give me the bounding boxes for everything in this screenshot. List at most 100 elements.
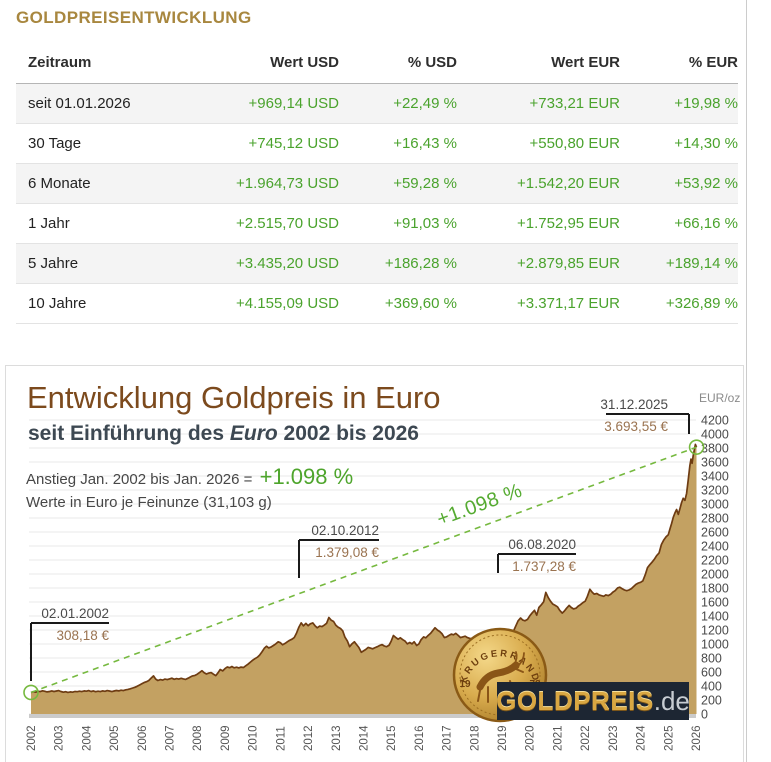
table-cell: +369,60 % — [339, 283, 457, 324]
x-tick-label: 2011 — [275, 726, 287, 751]
table-row: 10 Jahre +4.155,09 USD +369,60 % +3.371,17 … — [16, 283, 738, 324]
y-tick-label: 1800 — [701, 582, 729, 596]
trend-endpoint-marker — [688, 439, 705, 455]
table-cell: +326,89 % — [620, 283, 738, 324]
subtitle-suffix: 2002 bis 2026 — [277, 422, 419, 445]
x-tick-label: 2024 — [636, 725, 648, 751]
x-tick-label: 2002 — [26, 725, 38, 751]
x-tick-label: 2015 — [386, 725, 398, 751]
goldpreis-logo[interactable]: GOLDPREIS .de — [496, 682, 690, 720]
table-cell: +2.879,85 EUR — [457, 243, 620, 284]
column-header: Zeitraum — [16, 44, 211, 84]
y-tick-label: 3200 — [701, 484, 729, 498]
table-cell: +745,12 USD — [211, 123, 339, 164]
table-cell: 30 Tage — [16, 123, 211, 164]
x-tick-label: 2022 — [580, 725, 592, 751]
table-cell: +22,49 % — [339, 83, 457, 124]
x-tick-label: 2026 — [691, 725, 703, 751]
x-tick-label: 2004 — [81, 725, 93, 751]
table-heading: GOLDPREISENTWICKLUNG — [16, 8, 252, 27]
trend-endpoint-marker — [23, 684, 39, 701]
increase-value: +1.098 % — [259, 464, 354, 489]
table-cell: +66,16 % — [620, 203, 738, 244]
springbok-icon — [476, 651, 525, 703]
table-cell: +969,14 USD — [211, 83, 339, 124]
unit-note: Werte in Euro je Feinunze (31,103 g) — [26, 494, 272, 511]
x-tick-label: 2013 — [331, 725, 343, 751]
y-tick-label: 200 — [701, 694, 722, 708]
y-tick-label: 2200 — [701, 554, 729, 568]
table-row: 1 Jahr +2.515,70 USD +91,03 % +1.752,95 EUR… — [16, 203, 738, 244]
x-tick-label: 2009 — [220, 725, 232, 751]
y-tick-label: 4200 — [701, 414, 729, 428]
svg-text:19: 19 — [459, 679, 471, 690]
x-tick-label: 2010 — [248, 725, 260, 751]
y-tick-label: 1600 — [701, 596, 729, 610]
y-tick-label: 1200 — [701, 624, 729, 638]
price-table: Zeitraum Wert USD% USD Wert EUR% EUR seit … — [16, 44, 738, 324]
x-axis-labels: 2002 2003 2004 2005 2006 2007 2008 2009 2010 2011… — [26, 725, 703, 751]
table-cell: +1.752,95 EUR — [457, 203, 620, 244]
y-tick-label: 4000 — [701, 428, 729, 442]
gold-price-line — [30, 443, 698, 694]
x-tick-label: 2008 — [192, 725, 204, 751]
x-tick-label: 2020 — [525, 725, 537, 751]
y-tick-label: 0 — [701, 708, 708, 722]
gridlines — [29, 419, 696, 715]
x-tick-label: 2023 — [608, 725, 620, 751]
x-tick-label: 2012 — [303, 725, 315, 751]
x-tick-label: 2007 — [165, 725, 177, 751]
y-tick-label: 800 — [701, 652, 722, 666]
annotation-value: 3.693,55 € — [604, 419, 668, 434]
table-cell: +59,28 % — [339, 163, 457, 204]
table-cell: +550,80 EUR — [457, 123, 620, 164]
table-cell: +189,14 % — [620, 243, 738, 284]
table-cell: 10 Jahre — [16, 283, 211, 324]
x-tick-label: 2019 — [497, 725, 509, 751]
table-cell: +19,98 % — [620, 83, 738, 124]
annotation-date: 02.01.2002 — [41, 606, 109, 621]
y-tick-label: 1400 — [701, 610, 729, 624]
x-tick-label: 2017 — [442, 725, 454, 751]
x-tick-label: 2005 — [109, 725, 121, 751]
chart-panel: 0 200 400 600 800 1000 1200 1400 1600 1800 2000 220… — [5, 365, 744, 762]
y-tick-label: 2400 — [701, 540, 729, 554]
y-tick-label: 600 — [701, 666, 722, 680]
table-cell: +733,21 EUR — [457, 83, 620, 124]
table-cell: 5 Jahre — [16, 243, 211, 284]
table-cell: +186,28 % — [339, 243, 457, 284]
column-header: % EUR — [620, 44, 738, 84]
y-tick-label: 3800 — [701, 442, 729, 456]
trend-line — [30, 446, 697, 694]
increase-label: Anstieg Jan. 2002 bis Jan. 2026 = — [26, 471, 257, 488]
subtitle-euro: Euro — [229, 422, 278, 445]
y-tick-label: 2000 — [701, 568, 729, 582]
y-axis-unit: EUR/oz — [699, 391, 740, 405]
logo-wordmark: GOLDPREIS — [496, 685, 654, 716]
gold-price-table-section: GOLDPREISENTWICKLUNG Zeitraum Wert USD% U… — [16, 8, 738, 324]
table-cell: +3.435,20 USD — [211, 243, 339, 284]
x-axis-baseline — [29, 714, 696, 718]
table-cell: +1.964,73 USD — [211, 163, 339, 204]
table-cell: seit 01.01.2026 — [16, 83, 211, 124]
chart-title: Entwicklung Goldpreis in Euro — [27, 380, 441, 415]
y-tick-label: 2800 — [701, 512, 729, 526]
table-row: 6 Monate +1.964,73 USD +59,28 % +1.542,20 E… — [16, 163, 738, 204]
y-tick-label: 2600 — [701, 526, 729, 540]
table-cell: 6 Monate — [16, 163, 211, 204]
page: GOLDPREISENTWICKLUNG Zeitraum Wert USD% U… — [5, 0, 747, 762]
table-cell: 1 Jahr — [16, 203, 211, 244]
table-header-row: Zeitraum Wert USD% USD Wert EUR% EUR — [16, 44, 738, 84]
table-row: 5 Jahre +3.435,20 USD +186,28 % +2.879,85 E… — [16, 243, 738, 284]
chart-subtitle: seit Einführung des Euro 2002 bis 2026 — [28, 422, 419, 446]
table-cell: +3.371,17 EUR — [457, 283, 620, 324]
annotation-date: 06.08.2020 — [508, 537, 576, 552]
x-tick-label: 2003 — [54, 725, 66, 751]
subtitle-prefix: seit Einführung des — [28, 422, 230, 445]
x-tick-label: 2014 — [359, 725, 371, 751]
y-tick-label: 3400 — [701, 470, 729, 484]
annotation-date: 31.12.2025 — [600, 397, 668, 412]
y-tick-label: 3000 — [701, 498, 729, 512]
x-tick-label: 2018 — [469, 725, 481, 751]
table-cell: +1.542,20 EUR — [457, 163, 620, 204]
